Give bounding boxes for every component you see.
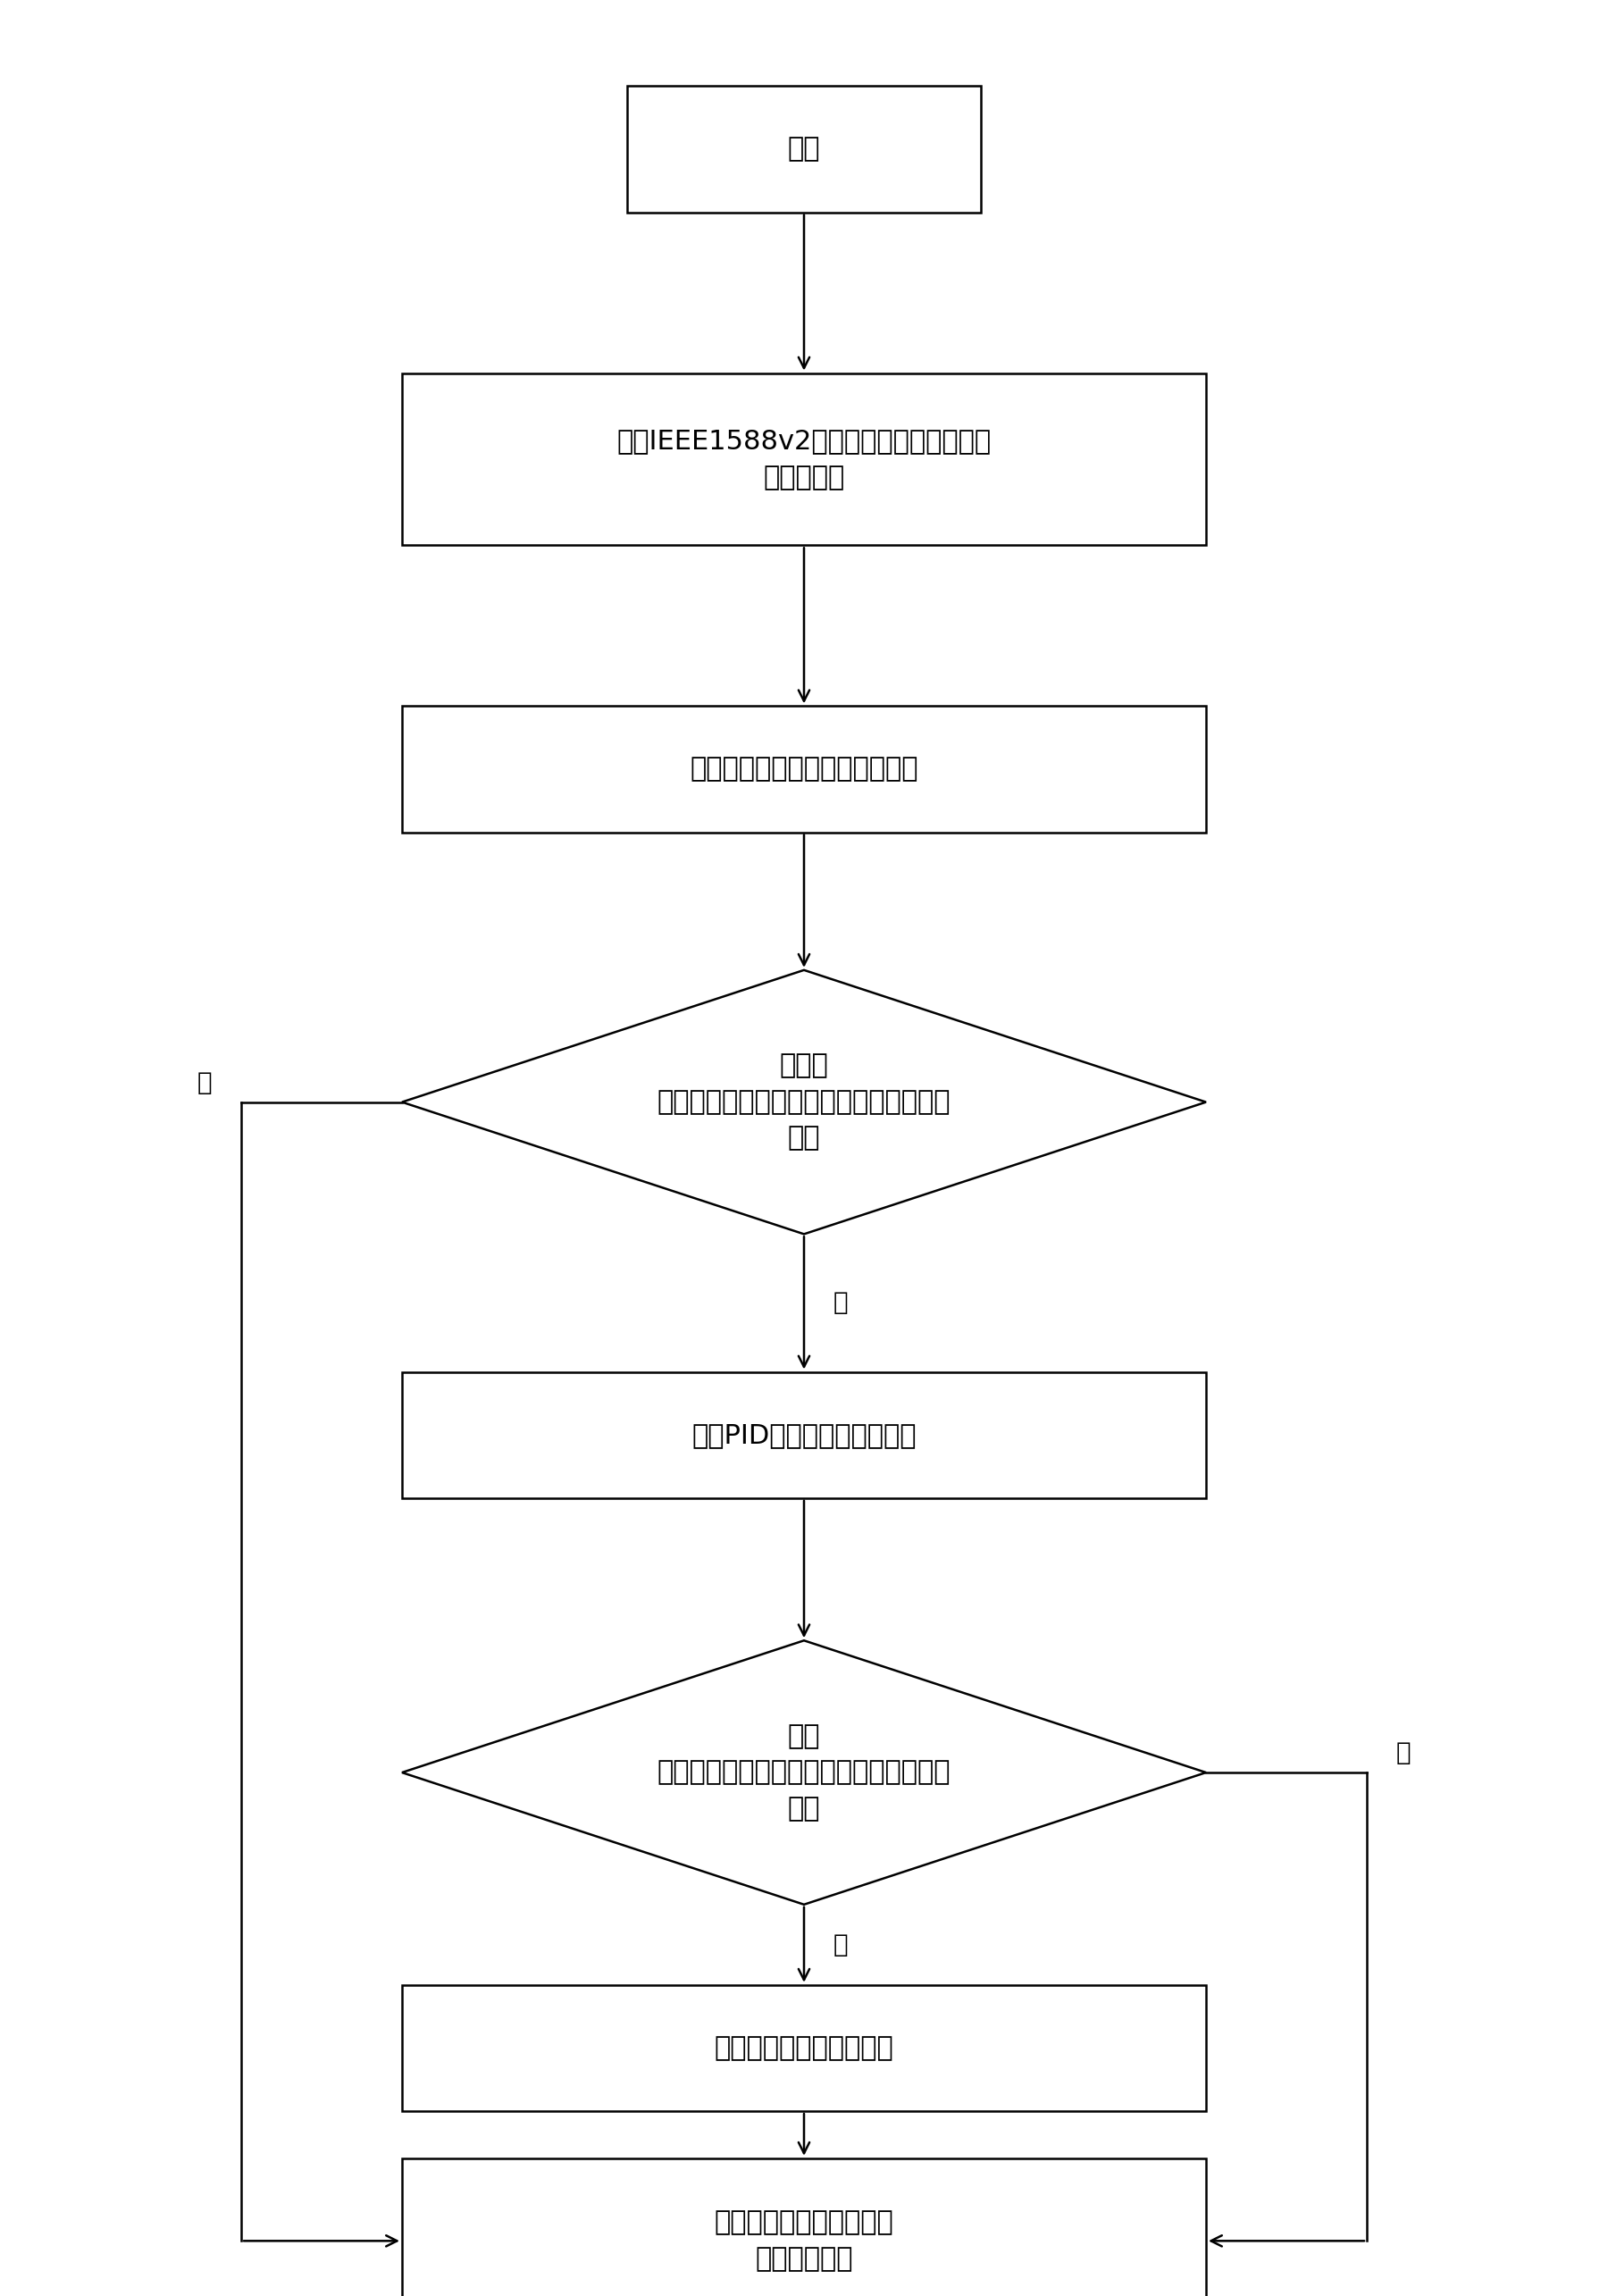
FancyBboxPatch shape [402,372,1206,544]
Text: 是: 是 [833,1290,847,1316]
Text: 判断计
算得出的路径延迟值是否大于预先设置的
阈值: 判断计 算得出的路径延迟值是否大于预先设置的 阈值 [658,1054,950,1150]
Text: 反馈
之后的的路径延迟值是否大于预先设置的
阈值: 反馈 之后的的路径延迟值是否大于预先设置的 阈值 [658,1724,950,1821]
Text: 开始: 开始 [788,135,820,163]
FancyBboxPatch shape [402,1371,1206,1499]
Polygon shape [402,1639,1206,1903]
Text: 结束，保存数据，等待进
入下一次测量: 结束，保存数据，等待进 入下一次测量 [714,2209,894,2273]
FancyBboxPatch shape [402,1984,1206,2112]
Text: 终止，舍弃本组测量数据: 终止，舍弃本组测量数据 [714,2034,894,2062]
Text: 是: 是 [833,1933,847,1956]
FancyBboxPatch shape [402,2158,1206,2296]
Text: 记录四个时间戳，计算路径延迟: 记录四个时间戳，计算路径延迟 [690,755,918,783]
Polygon shape [402,969,1206,1235]
FancyBboxPatch shape [627,85,981,211]
Text: 否: 否 [1396,1740,1410,1766]
FancyBboxPatch shape [402,705,1206,831]
Text: 否: 否 [198,1070,212,1095]
Text: 运行IEEE1588v2时间同步协议，进入透明
时钟的模式: 运行IEEE1588v2时间同步协议，进入透明 时钟的模式 [617,427,991,491]
Text: 利用PID控制，进行反馈调节: 利用PID控制，进行反馈调节 [691,1421,917,1449]
